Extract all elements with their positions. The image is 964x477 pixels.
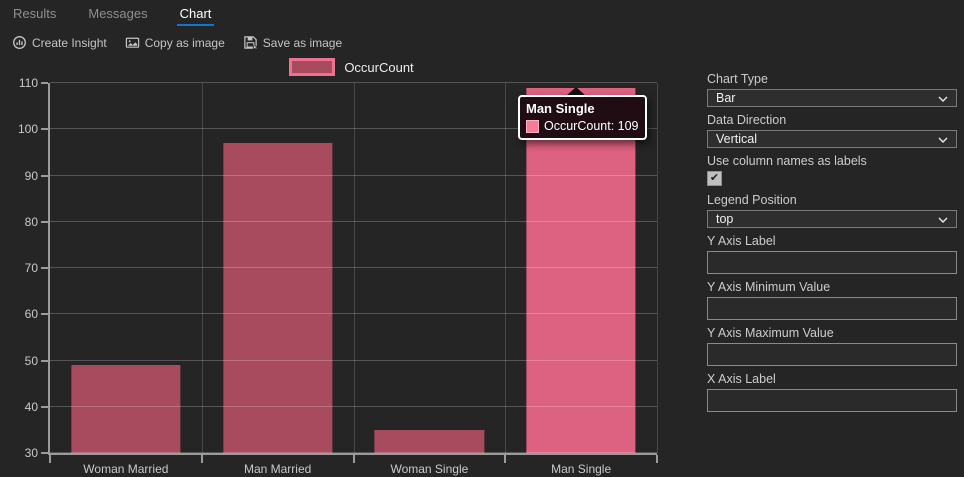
- y-tick: [41, 313, 48, 316]
- tooltip-series-swatch-icon: [526, 119, 539, 133]
- y-tick: [41, 82, 48, 84]
- gridline: [50, 267, 657, 268]
- x-axis-label-input[interactable]: [707, 389, 957, 412]
- y-axis-label-label: Y Axis Label: [707, 234, 776, 248]
- tooltip-title: Man Single: [526, 101, 595, 116]
- plot-area: [41, 82, 658, 455]
- x-axis-label: Man Single: [551, 462, 612, 476]
- y-axis-min-label: Y Axis Minimum Value: [707, 280, 831, 294]
- y-tick: [41, 220, 48, 223]
- data-direction-select[interactable]: Vertical: [707, 130, 957, 148]
- y-tick: [41, 174, 48, 177]
- bar-woman-single[interactable]: [374, 429, 484, 453]
- y-axis-label-input[interactable]: [707, 251, 957, 274]
- data-direction-label: Data Direction: [707, 113, 787, 127]
- y-tick-label: 110: [18, 76, 38, 90]
- copy-as-image-icon: [125, 35, 140, 50]
- y-tick: [41, 405, 48, 408]
- chevron-down-icon: [938, 130, 948, 148]
- use-column-names-label: Use column names as labels: [707, 154, 867, 168]
- y-tick-label: 60: [24, 307, 38, 322]
- bar-man-single[interactable]: [526, 87, 636, 453]
- gridline: [50, 220, 657, 222]
- x-axis-label: Woman Single: [390, 462, 469, 476]
- tooltip-series-line: OccurCount: 109: [526, 119, 639, 133]
- legend-position-value: top: [716, 212, 734, 226]
- x-axis-tick: [352, 455, 355, 463]
- y-axis: 30 40 50 60 70 80 90 100 110: [0, 76, 40, 460]
- gridline-vertical: [353, 83, 355, 453]
- chevron-down-icon: [938, 210, 948, 228]
- create-insight-icon: [12, 35, 27, 50]
- copy-as-image-label: Copy as image: [144, 35, 225, 50]
- chart-legend[interactable]: OccurCount: [48, 57, 655, 77]
- chevron-down-icon: [938, 89, 948, 107]
- bar-woman-married[interactable]: [71, 365, 181, 453]
- gridline: [50, 359, 657, 361]
- x-axis-tick: [656, 455, 658, 463]
- gridline: [50, 128, 657, 130]
- bar-man-married[interactable]: [223, 143, 333, 453]
- y-tick-label: 50: [24, 353, 38, 368]
- x-axis-tick: [49, 455, 51, 463]
- y-tick-label: 70: [24, 261, 38, 275]
- y-tick-label: 40: [24, 399, 38, 414]
- x-axis-label: Woman Married: [83, 462, 169, 476]
- chart-type-value: Bar: [716, 91, 736, 105]
- use-column-names-checkbox[interactable]: [707, 171, 722, 186]
- y-tick: [41, 359, 48, 362]
- y-tick-label: 30: [24, 446, 38, 460]
- legend-position-label: Legend Position: [707, 193, 797, 207]
- gridline: [50, 452, 657, 453]
- x-axis: Woman Married Man Married Woman Single Man …: [49, 455, 658, 477]
- tab-chart[interactable]: Chart: [176, 4, 215, 26]
- y-axis-max-label: Y Axis Maximum Value: [707, 326, 834, 340]
- copy-as-image-button[interactable]: Copy as image: [125, 35, 225, 50]
- y-axis-max-input[interactable]: [707, 343, 957, 366]
- chart-type-label: Chart Type: [707, 72, 768, 86]
- y-tick: [41, 267, 48, 269]
- gridline-vertical: [505, 83, 507, 453]
- gridline: [50, 82, 657, 83]
- y-tick-label: 90: [24, 168, 38, 183]
- y-tick: [41, 452, 48, 454]
- results-tab-bar: Results Messages Chart: [0, 0, 964, 26]
- x-axis-tick: [504, 455, 507, 463]
- gridline-vertical: [657, 83, 658, 453]
- tab-results[interactable]: Results: [13, 6, 57, 21]
- chart-section: OccurCount 30 40 50 60 70 80 90 100 110 Woman Ma…: [0, 55, 700, 477]
- gridline: [50, 405, 657, 407]
- y-tick-label: 80: [24, 214, 38, 229]
- save-as-image-icon: [243, 35, 258, 50]
- chart-type-select[interactable]: Bar: [707, 89, 957, 107]
- gridline: [50, 174, 657, 176]
- y-tick: [41, 128, 48, 131]
- gridline-vertical: [201, 83, 203, 453]
- chart-options-panel: Chart Type Bar Data Direction Vertical U…: [707, 72, 957, 418]
- create-insight-button[interactable]: Create Insight: [12, 35, 107, 50]
- tab-messages[interactable]: Messages: [88, 6, 148, 21]
- x-axis-label-label: X Axis Label: [707, 372, 776, 386]
- y-tick-label: 100: [17, 122, 38, 137]
- chart-tooltip: Man Single OccurCount: 109: [518, 95, 647, 140]
- chart-toolbar: Create Insight Copy as image Save as ima…: [0, 26, 964, 52]
- tooltip-series-value: OccurCount: 109: [544, 119, 639, 133]
- x-axis-label: Man Married: [243, 462, 312, 476]
- legend-position-select[interactable]: top: [707, 210, 957, 228]
- gridline: [50, 313, 657, 315]
- create-insight-label: Create Insight: [32, 35, 107, 50]
- tooltip-caret-icon: [566, 87, 586, 96]
- save-as-image-button[interactable]: Save as image: [243, 35, 342, 50]
- legend-label: OccurCount: [344, 59, 414, 75]
- data-direction-value: Vertical: [716, 132, 757, 146]
- x-axis-tick: [200, 455, 203, 463]
- y-axis-min-input[interactable]: [707, 297, 957, 320]
- save-as-image-label: Save as image: [262, 35, 343, 50]
- legend-swatch-icon: [289, 58, 336, 76]
